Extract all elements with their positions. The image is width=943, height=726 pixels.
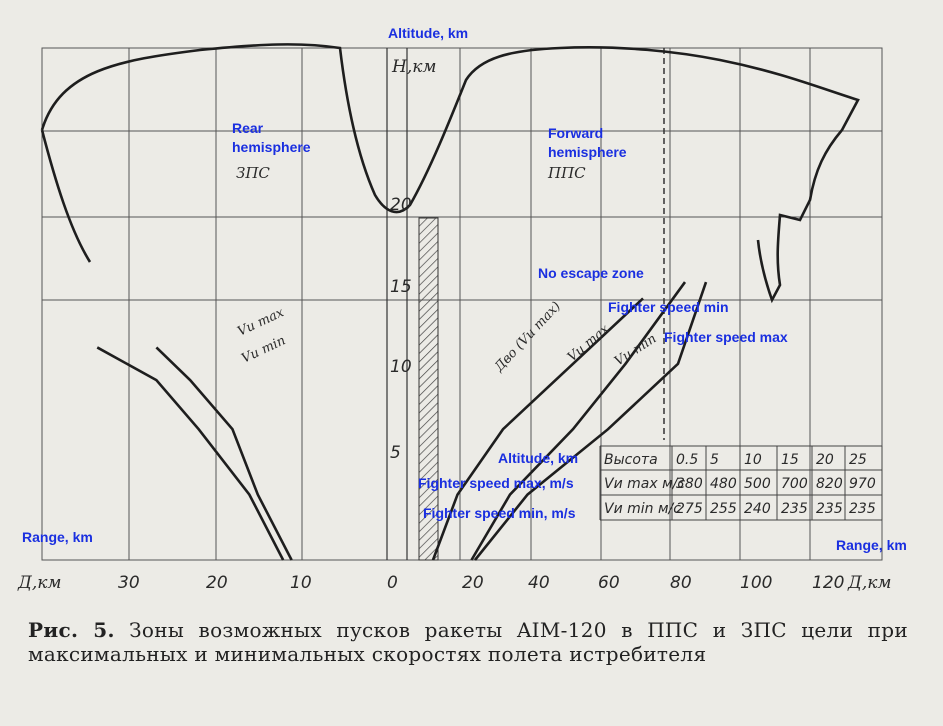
table-cell: 20 bbox=[816, 452, 834, 468]
x-tick-label: 20 bbox=[206, 573, 228, 593]
table-cell: 820 bbox=[816, 476, 843, 492]
annotation-table-vmin: Fighter speed min, m/s bbox=[423, 505, 576, 521]
dvo-label: Дво (Vи max) bbox=[491, 299, 564, 375]
annotation-altitude-top: Altitude, km bbox=[388, 25, 468, 41]
series-vmin-forward bbox=[470, 281, 687, 561]
series-layer bbox=[40, 43, 860, 561]
forward-zone-label: ППС bbox=[547, 164, 586, 182]
table-cell: 500 bbox=[744, 476, 771, 492]
table-cell: 275 bbox=[676, 501, 703, 517]
annotation-speed-max: Fighter speed max bbox=[664, 329, 788, 345]
table-row-header: Vи max м/с bbox=[604, 476, 685, 492]
table-cell: 700 bbox=[781, 476, 808, 492]
annotation-range-left: Range, km bbox=[22, 529, 93, 545]
y-axis-label: H,км bbox=[391, 57, 436, 77]
table-cell: 25 bbox=[849, 452, 867, 468]
x-tick-label: 30 bbox=[118, 573, 140, 593]
y-tick-label: 10 bbox=[390, 357, 412, 377]
table-row-header: Vи min м/с bbox=[604, 501, 681, 517]
annotation-forward-1: Forward bbox=[548, 125, 603, 141]
table-cell: 235 bbox=[781, 501, 808, 517]
x-tick-label: 40 bbox=[528, 573, 550, 593]
y-tick-label: 20 bbox=[390, 195, 412, 215]
series-vmax-forward bbox=[473, 281, 708, 561]
vmin-rear-label: Vи min bbox=[239, 333, 288, 366]
x-tick-label: 120 bbox=[812, 573, 844, 593]
series-vmin-rear bbox=[155, 346, 293, 561]
x-tick-label: 100 bbox=[740, 573, 772, 593]
rear-envelope-edge bbox=[40, 129, 92, 263]
table-cell: 235 bbox=[816, 501, 843, 517]
x-tick-label: 0 bbox=[387, 573, 398, 593]
launch-envelope-outline bbox=[40, 43, 860, 304]
x-tick-label: 80 bbox=[670, 573, 692, 593]
annotation-rear-1: Rear bbox=[232, 120, 264, 136]
table-cell: 970 bbox=[849, 476, 876, 492]
altitude-axis bbox=[386, 48, 665, 561]
series-dvo-forward bbox=[431, 297, 644, 561]
table-cell: 380 bbox=[676, 476, 703, 492]
table-cell: 0.5 bbox=[676, 452, 698, 468]
table-row-header: Высота bbox=[604, 452, 658, 468]
plot-frame bbox=[41, 47, 883, 561]
table-cell: 480 bbox=[710, 476, 737, 492]
y-tick-label: 15 bbox=[390, 277, 412, 297]
x-axis-label-left: Д,км bbox=[17, 573, 61, 593]
series-vmax-rear bbox=[96, 346, 285, 561]
annotation-forward-2: hemisphere bbox=[548, 144, 627, 160]
x-tick-label: 20 bbox=[462, 573, 484, 593]
caption-text: Зоны возможных пусков ракеты AIM-120 в П… bbox=[28, 618, 908, 666]
annotation-range-right: Range, km bbox=[836, 537, 907, 553]
vmax-forward-label: Vи max bbox=[565, 321, 613, 365]
annotation-no-escape: No escape zone bbox=[538, 265, 644, 281]
x-axis-label-right: Д,км bbox=[847, 573, 891, 593]
no-escape-strip bbox=[418, 217, 439, 561]
y-tick-label: 5 bbox=[390, 443, 401, 463]
figure-caption: Рис. 5. Зоны возможных пусков ракеты AIM… bbox=[28, 618, 908, 666]
x-tick-label: 60 bbox=[598, 573, 620, 593]
caption-lead: Рис. 5. bbox=[28, 618, 115, 642]
table-cell: 10 bbox=[744, 452, 762, 468]
table-cell: 240 bbox=[744, 501, 771, 517]
annotation-table-vmax: Fighter speed max, m/s bbox=[418, 475, 574, 491]
table-cell: 255 bbox=[710, 501, 737, 517]
annotation-table-altitude: Altitude, km bbox=[498, 450, 578, 466]
annotation-rear-2: hemisphere bbox=[232, 139, 311, 155]
grid bbox=[41, 47, 883, 561]
rear-zone-label: ЗПС bbox=[236, 164, 270, 182]
table-cell: 15 bbox=[781, 452, 799, 468]
vmin-forward-label: Vи min bbox=[612, 331, 659, 369]
x-tick-label: 10 bbox=[290, 573, 312, 593]
table-cell: 5 bbox=[710, 452, 719, 468]
annotation-speed-min: Fighter speed min bbox=[608, 299, 729, 315]
table-cell: 235 bbox=[849, 501, 876, 517]
